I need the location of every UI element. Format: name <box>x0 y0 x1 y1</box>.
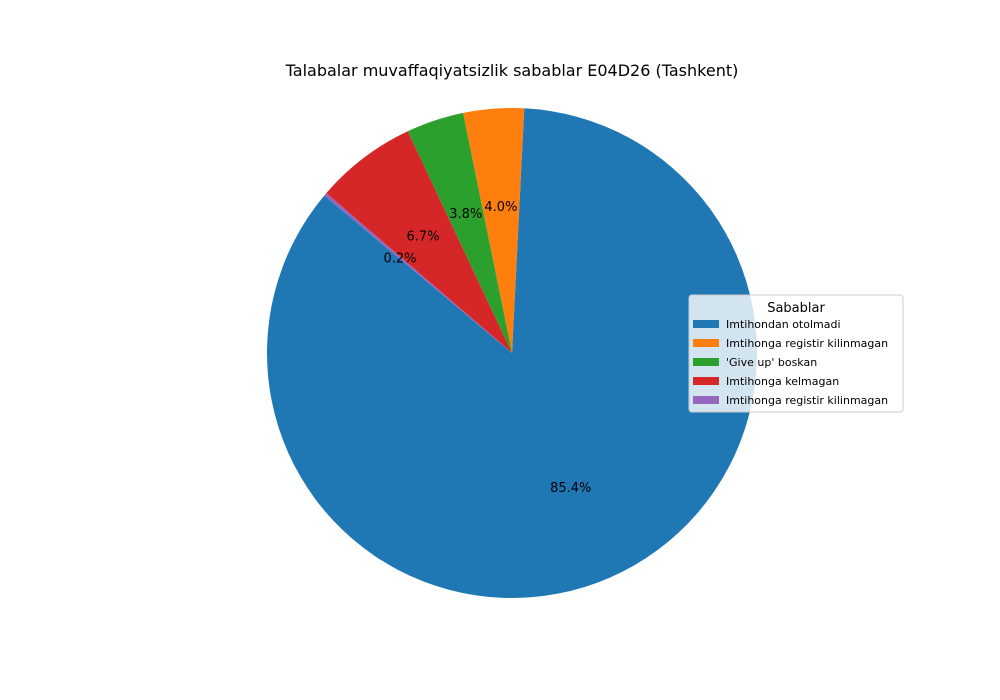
legend-swatch <box>693 377 719 385</box>
legend: Sabablar Imtihondan otolmadi Imtihonga re… <box>688 294 904 413</box>
legend-entry-label: Imtihondan otolmadi <box>726 318 841 331</box>
pie-percent-label: 4.0% <box>484 200 517 215</box>
chart-title: Talabalar muvaffaqiyatsizlik sabablar E0… <box>285 61 739 80</box>
pie-slices <box>267 108 757 598</box>
pie-slice-imtihonga-kelmagan-3 <box>326 131 512 353</box>
legend-swatch <box>693 358 719 366</box>
pie-slice-imtihonga-registir-kilinmagan-4 <box>324 193 512 353</box>
pie-slice-imtihonga-registir-kilinmagan-1 <box>463 108 525 354</box>
legend-entry-label: Imtihonga registir kilinmagan <box>726 337 888 350</box>
pie-percent-label: 3.8% <box>449 207 482 222</box>
pie-slice-give-up-boskan-2 <box>407 112 512 353</box>
pie-percent-labels: 85.4% 4.0%3.8% 6.7% 0.2% <box>383 200 591 496</box>
pie-percent-label: 85.4% <box>550 481 591 496</box>
legend-swatch <box>693 396 719 404</box>
legend-entry-label: 'Give up' boskan <box>726 356 817 369</box>
legend-title: Sabablar <box>767 301 825 316</box>
pie-slice-imtihondan-otolmadi-0 <box>267 108 757 598</box>
legend-swatch <box>693 320 719 328</box>
pie-percent-label: 0.2% <box>383 251 416 266</box>
legend-entry-label: Imtihonga registir kilinmagan <box>726 394 888 407</box>
legend-entries: Imtihondan otolmadi Imtihonga registir ki… <box>693 318 888 407</box>
pie-percent-label: 6.7% <box>407 229 440 244</box>
legend-frame <box>688 294 904 413</box>
legend-swatch <box>693 339 719 347</box>
legend-entry-label: Imtihonga kelmagan <box>726 375 839 388</box>
